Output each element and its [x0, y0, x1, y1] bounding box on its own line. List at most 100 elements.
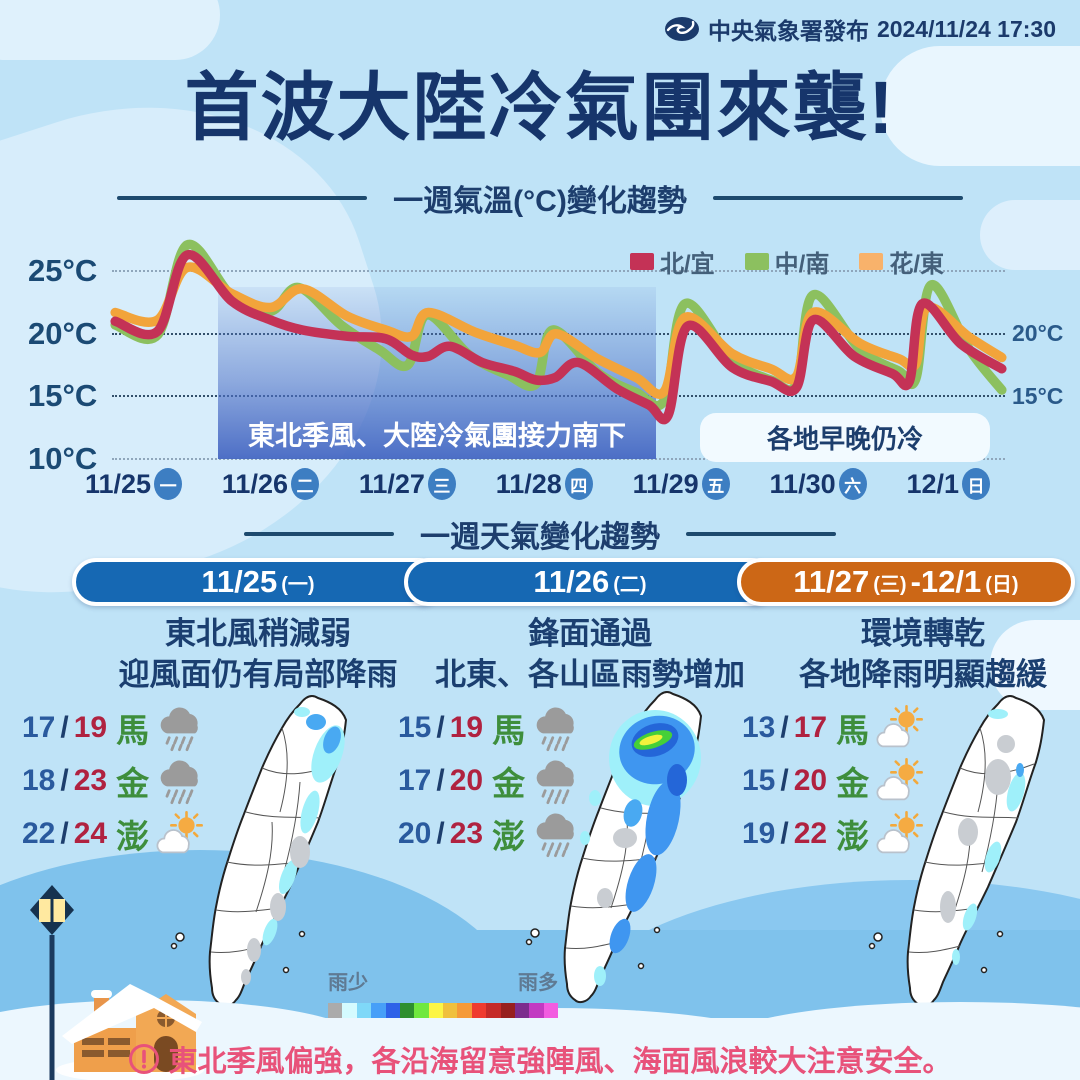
weekday-circle: 日: [962, 468, 990, 500]
island-name: 金: [836, 765, 870, 802]
island-name: 澎: [492, 818, 526, 855]
rain-less-label: 雨少: [328, 972, 368, 994]
island-name: 澎: [836, 818, 870, 855]
x-axis-ticks: 11/25 一 11/26 二 11/27 三 11/28 四 11/29 五 11/30 六 12/1…: [85, 468, 990, 500]
weather-section-head: 一週天氣變化趨勢: [0, 512, 1080, 556]
high-temp: 20: [793, 764, 828, 797]
weekday-circle: 三: [427, 468, 456, 500]
x-tick: 12/1 日: [906, 468, 990, 500]
rain-scale-cell: [371, 1003, 386, 1018]
column-summary-2: 鋒面通過北東、各山區雨勢增加: [400, 614, 780, 696]
island-forecast-row: 19/22 澎: [742, 811, 926, 856]
island-forecast-row: 20/23 澎: [398, 812, 582, 858]
legend-item: 花/東: [859, 244, 944, 279]
rain-cloud-icon: [160, 760, 198, 805]
gridline-10: [112, 458, 1005, 460]
weekday-circle: 六: [838, 468, 867, 500]
x-tick: 11/29 五: [633, 468, 730, 500]
summary-line: 各地降雨明顯趨緩: [799, 656, 1047, 692]
y-tick-right-15: 15°C: [1012, 383, 1064, 409]
date-badge-1125: 11/25 (一): [72, 558, 444, 606]
badge-text: (三): [873, 573, 907, 596]
badge-text: 11/26: [533, 564, 610, 599]
rain-scale-cell: [514, 1003, 530, 1018]
rule-left: [244, 532, 394, 536]
island-forecast-row: 13/17 馬: [742, 705, 926, 750]
sun-cloud-icon: [876, 705, 924, 748]
rain-scale-cell: [414, 1003, 429, 1018]
summary-line: 鋒面通過: [528, 616, 652, 651]
low-temp: 13: [742, 711, 776, 744]
low-temp: 15: [398, 711, 432, 744]
rain-scale-cell: [457, 1003, 472, 1018]
high-temp: 22: [793, 817, 828, 850]
weather-section-title: 一週天氣變化趨勢: [420, 521, 660, 554]
low-temp: 22: [22, 817, 56, 850]
low-temp: 19: [742, 817, 776, 850]
rain-scale-cell: [443, 1003, 458, 1018]
rain-amount-legend: 雨少 雨多: [328, 966, 558, 1018]
low-temp: 15: [742, 764, 776, 797]
temp-section-title: 一週氣溫(°C)變化趨勢: [393, 185, 687, 218]
high-temp: 17: [793, 711, 828, 744]
agency-name: 中央氣象署發布: [707, 18, 869, 44]
island-forecast-row: 17/19 馬: [22, 706, 206, 752]
badge-text: (一): [281, 573, 315, 596]
summary-line: 迎風面仍有局部降雨: [118, 656, 398, 692]
island-name: 馬: [116, 712, 150, 749]
island-name: 金: [116, 765, 150, 802]
rain-scale-cell: [399, 1003, 415, 1018]
rain-color-scale: [328, 1003, 558, 1018]
date-badge-1127-1201: 11/27 (三) -12/1 (日): [737, 558, 1075, 606]
sun-cloud-icon: [876, 758, 924, 801]
offshore-forecast-1: 17/19 馬 18/23 金 22/24 澎: [22, 706, 206, 856]
header: 中央氣象署發布 2024/11/24 17:30: [0, 12, 1056, 46]
offshore-forecast-3: 13/17 馬 15/20 金 19/22 澎: [742, 705, 926, 856]
high-temp: 20: [449, 764, 484, 797]
rain-more-label: 雨多: [518, 972, 558, 994]
rain-cloud-icon: [536, 760, 574, 805]
summary-line: 環境轉乾: [861, 616, 985, 651]
rain-scale-cell: [486, 1003, 501, 1018]
low-temp: 17: [398, 764, 432, 797]
y-tick-right-20: 20°C: [1012, 320, 1064, 346]
rain-scale-cell: [328, 1003, 343, 1018]
island-name: 金: [492, 765, 526, 802]
x-tick: 11/26 二: [222, 468, 319, 500]
temp-section-head: 一週氣溫(°C)變化趨勢: [0, 176, 1080, 220]
island-forecast-row: 22/24 澎: [22, 811, 206, 856]
page-title: 首波大陸冷氣團來襲!: [184, 66, 896, 149]
rule-right: [686, 532, 836, 536]
legend-swatch: [630, 253, 654, 270]
legend-item: 中/南: [744, 244, 829, 279]
high-temp: 23: [73, 764, 108, 797]
island-name: 馬: [492, 712, 526, 749]
y-tick-20: 20°C: [28, 316, 98, 351]
weekday-circle: 一: [154, 468, 183, 500]
low-temp: 20: [398, 817, 432, 850]
high-temp: 19: [73, 711, 108, 744]
low-temp: 17: [22, 711, 56, 744]
sun-cloud-icon: [876, 811, 924, 854]
rain-scale-cell: [500, 1003, 515, 1018]
weekday-circle: 五: [701, 468, 730, 500]
summary-line: 北東、各山區雨勢增加: [435, 656, 745, 692]
y-tick-25: 25°C: [28, 253, 98, 288]
legend-swatch: [859, 253, 884, 270]
high-temp: 23: [449, 817, 484, 850]
island-name: 馬: [836, 712, 870, 749]
x-tick: 11/27 三: [359, 468, 456, 500]
date-badge-1126: 11/26 (二): [404, 558, 776, 606]
rain-scale-cell: [356, 1003, 372, 1018]
low-temp: 18: [22, 764, 56, 797]
weekday-circle: 四: [564, 468, 593, 500]
column-summary-3: 環境轉乾各地降雨明顯趨緩: [733, 614, 1080, 696]
rain-cloud-icon: [536, 707, 574, 752]
x-tick: 11/30 六: [770, 468, 867, 500]
high-temp: 24: [73, 817, 108, 850]
summary-line: 東北風稍減弱: [165, 616, 351, 651]
cold-morning-note: 各地早晚仍冷: [700, 413, 990, 462]
rain-scale-cell: [428, 1003, 443, 1018]
rain-cloud-icon: [160, 707, 198, 752]
